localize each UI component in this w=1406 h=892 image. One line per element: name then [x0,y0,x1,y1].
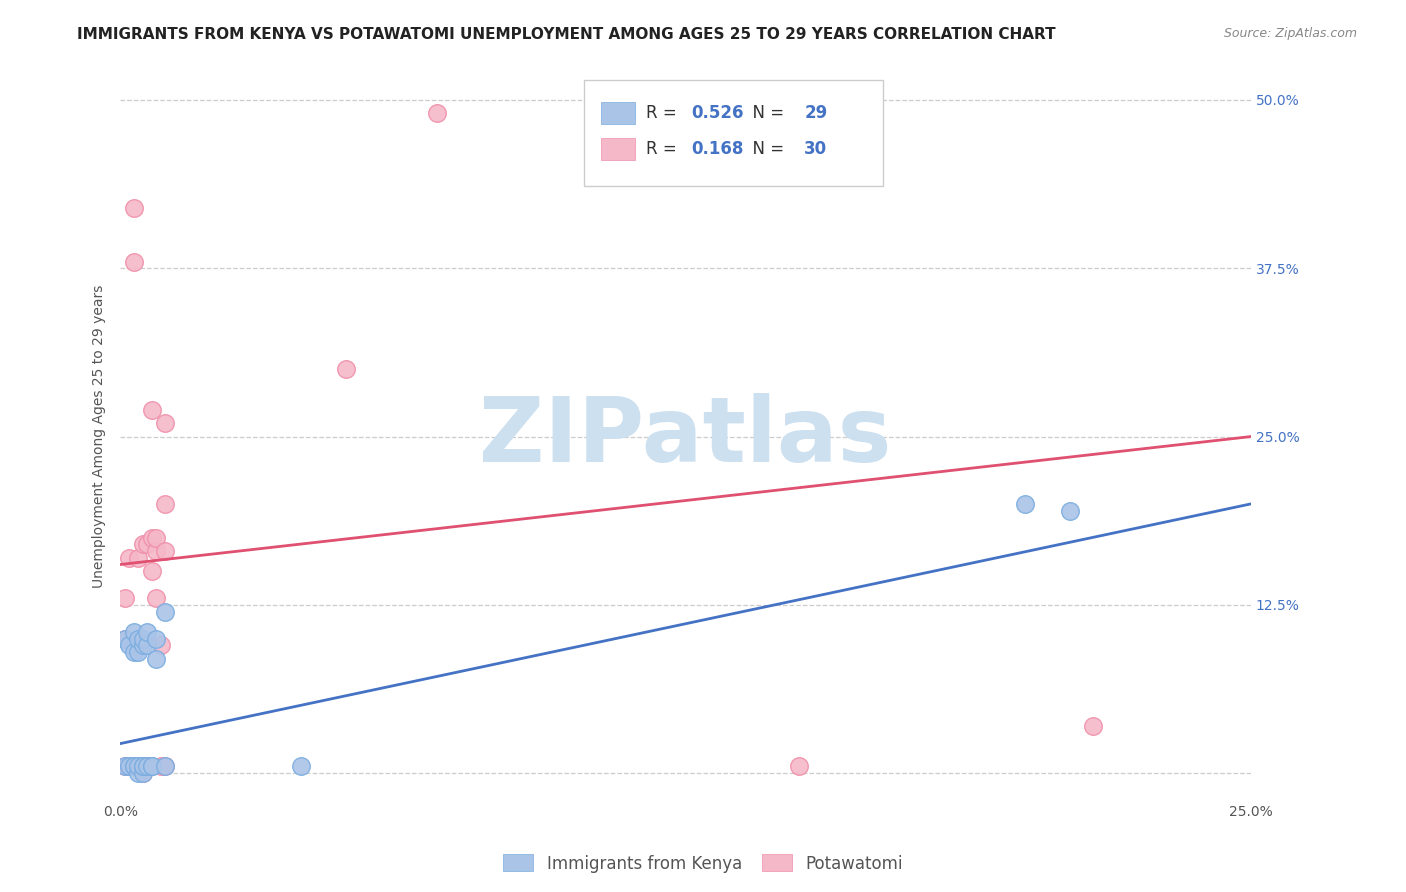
Point [127,759,149,773]
Point [1081,719,1104,733]
Point [122,645,145,659]
Text: 0.168: 0.168 [692,140,744,159]
Point [132,759,155,773]
Text: IMMIGRANTS FROM KENYA VS POTAWATOMI UNEMPLOYMENT AMONG AGES 25 TO 29 YEARS CORRE: IMMIGRANTS FROM KENYA VS POTAWATOMI UNEM… [77,27,1056,42]
FancyBboxPatch shape [600,102,634,124]
Point [136,759,159,773]
Point [114,759,136,773]
Point [141,402,163,417]
Text: N =: N = [742,104,789,122]
Point [118,759,141,773]
Point [127,550,149,565]
Point [122,254,145,268]
Point [114,632,136,646]
Point [136,759,159,773]
Point [132,632,155,646]
Point [149,759,172,773]
Point [149,638,172,652]
Point [155,416,177,430]
Point [127,645,149,659]
Point [145,591,167,606]
Point [141,759,163,773]
Point [1059,503,1081,517]
Point [155,759,177,773]
Point [114,591,136,606]
Point [145,531,167,545]
Text: 0.526: 0.526 [692,104,744,122]
Point [787,759,810,773]
Point [136,624,159,639]
Point [127,759,149,773]
Point [127,766,149,780]
Point [136,638,159,652]
Point [141,564,163,578]
Text: R =: R = [645,140,682,159]
Text: ZIPatlas: ZIPatlas [479,392,891,481]
Point [127,632,149,646]
Point [132,766,155,780]
Point [145,652,167,666]
Point [141,531,163,545]
Point [132,638,155,652]
Text: 30: 30 [804,140,827,159]
Point [122,624,145,639]
Point [132,759,155,773]
Point [118,638,141,652]
Point [132,537,155,551]
Y-axis label: Unemployment Among Ages 25 to 29 years: Unemployment Among Ages 25 to 29 years [93,285,107,588]
Point [155,759,177,773]
Point [114,759,136,773]
Point [145,544,167,558]
Text: Source: ZipAtlas.com: Source: ZipAtlas.com [1223,27,1357,40]
Point [132,766,155,780]
Point [122,201,145,215]
Point [136,537,159,551]
Point [114,632,136,646]
Point [118,759,141,773]
Text: 29: 29 [804,104,828,122]
FancyBboxPatch shape [583,80,883,186]
Point [118,550,141,565]
Point [122,759,145,773]
Point [155,544,177,558]
Point [155,605,177,619]
Text: R =: R = [645,104,682,122]
Point [426,106,449,120]
Text: N =: N = [742,140,789,159]
Legend: Immigrants from Kenya, Potawatomi: Immigrants from Kenya, Potawatomi [496,847,910,880]
FancyBboxPatch shape [600,138,634,161]
Point [141,759,163,773]
Point [1014,497,1036,511]
Point [122,759,145,773]
Point [145,632,167,646]
Point [290,759,312,773]
Point [155,497,177,511]
Point [335,362,357,376]
Point [132,759,155,773]
